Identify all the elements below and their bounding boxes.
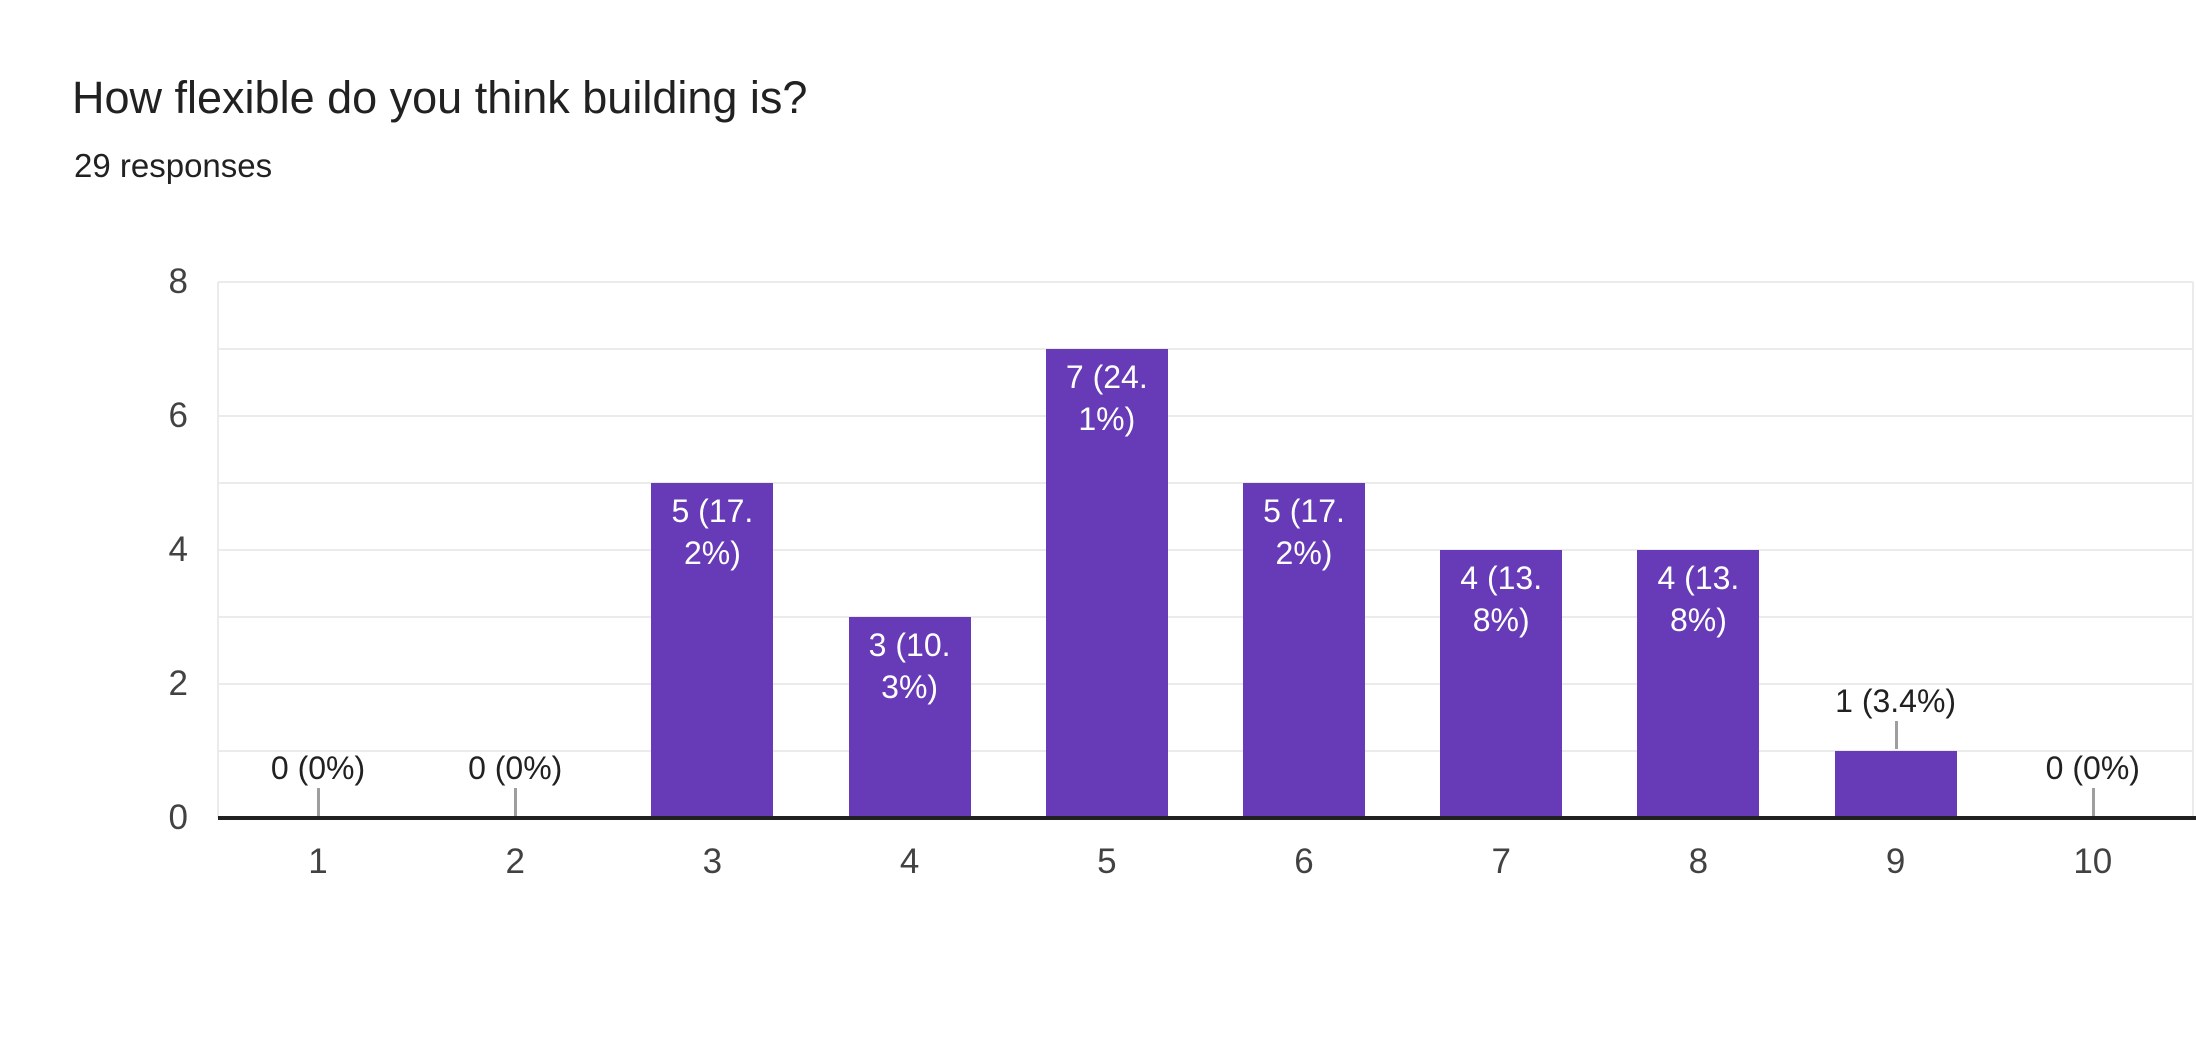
x-axis-tick-label-9: 9 [1885, 842, 1906, 881]
plot-right-border [2192, 282, 2194, 818]
y-axis-tick-label-4: 4 [168, 530, 188, 569]
y-axis-tick-label-2: 2 [168, 664, 188, 703]
label-stub-line-10 [2091, 788, 2095, 816]
bar-7[interactable] [1440, 550, 1563, 816]
bar-value-label-2: 0 (0%) [468, 750, 563, 786]
bar-value-label-line: 8%) [1472, 602, 1530, 638]
bar-value-label-10: 0 (0%) [2045, 750, 2140, 786]
x-axis-tick-label-5: 5 [1097, 842, 1117, 881]
bar-value-label-8: 4 (13. 8%) [1637, 557, 1759, 641]
bar-value-label-7: 4 (13. 8%) [1440, 557, 1562, 641]
bar-value-label-line: 2%) [683, 535, 741, 571]
bar-value-label-9: 1 (3.4%) [1835, 683, 1957, 719]
gridline [218, 415, 2193, 417]
bar-value-label-6: 5 (17. 2%) [1243, 490, 1365, 574]
x-axis-tick-label-3: 3 [702, 842, 723, 881]
bar-4[interactable] [848, 617, 971, 816]
x-axis-tick-label-7: 7 [1491, 842, 1511, 881]
gridline [218, 683, 2193, 685]
x-axis-tick-label-2: 2 [505, 842, 525, 881]
gridline [218, 549, 2193, 551]
y-axis-tick-label-8: 8 [168, 262, 188, 301]
label-stub-line-9 [1894, 721, 1898, 749]
gridline [218, 750, 2193, 752]
gridline [218, 348, 2193, 350]
x-axis-line [218, 816, 2196, 820]
label-stub-line-1 [317, 788, 320, 816]
bar-value-label-line: 8%) [1669, 602, 1727, 638]
gridline [218, 616, 2193, 618]
x-axis-tick-label-10: 10 [2073, 842, 2113, 881]
gridline [218, 482, 2193, 484]
bar-value-label-line: 7 (24. [1065, 359, 1148, 395]
y-axis-tick-label-6: 6 [168, 396, 188, 435]
bar-value-label-line: 1%) [1078, 401, 1136, 437]
x-axis-tick-label-1: 1 [308, 842, 328, 881]
bar-3[interactable] [651, 483, 774, 816]
gridline [218, 281, 2193, 283]
plot-left-border [217, 282, 219, 818]
bar-8[interactable] [1637, 550, 1760, 816]
bar-value-label-3: 5 (17. 2%) [651, 490, 773, 574]
bar-value-label-line: 3 (10. [868, 627, 951, 663]
bar-value-label-line: 5 (17. [1263, 493, 1345, 529]
y-axis-tick-label-0: 0 [168, 798, 188, 837]
x-axis-tick-label-4: 4 [899, 842, 920, 881]
x-axis-tick-label-6: 6 [1294, 842, 1314, 881]
bar-6[interactable] [1243, 483, 1365, 816]
x-axis-tick-label-8: 8 [1688, 842, 1709, 881]
response-count: 29 responses [74, 147, 273, 184]
bar-5[interactable] [1045, 349, 1168, 816]
label-stub-line-2 [514, 788, 518, 816]
bar-value-label-line: 5 (17. [671, 493, 754, 529]
bar-value-label-4: 3 (10. 3%) [849, 624, 971, 708]
question-title: How flexible do you think building is? [72, 72, 808, 123]
bar-value-label-1: 0 (0%) [270, 750, 366, 786]
bar-9[interactable] [1834, 751, 1957, 816]
bar-value-label-5: 7 (24. 1%) [1046, 356, 1168, 440]
bar-value-label-line: 3%) [881, 669, 939, 705]
bar-value-label-line: 2%) [1275, 535, 1333, 571]
bar-value-label-line: 4 (13. [1657, 560, 1740, 596]
bar-value-label-line: 4 (13. [1460, 560, 1543, 596]
